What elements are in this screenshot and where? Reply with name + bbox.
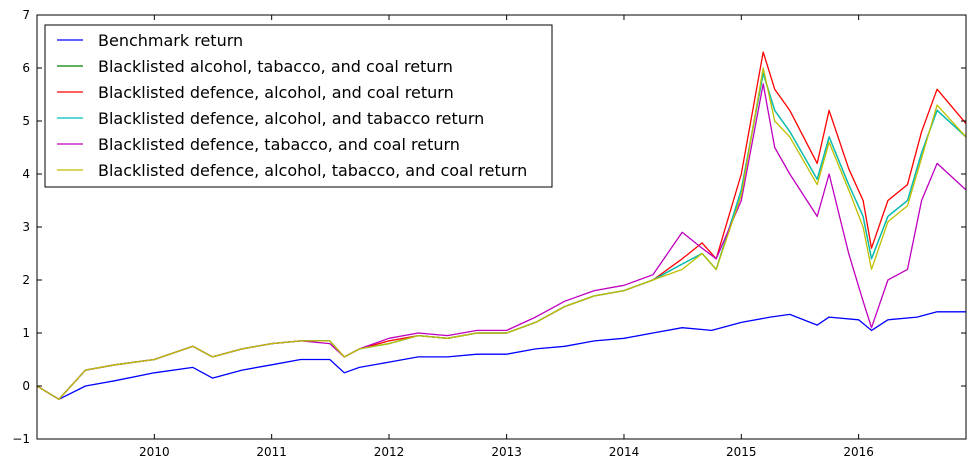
y-tick-label: 0 <box>22 379 30 393</box>
y-tick-label: 6 <box>22 61 30 75</box>
x-tick-label: 2016 <box>843 445 874 459</box>
series-layer <box>36 51 967 400</box>
ticks-layer: −1 0 1 2 3 4 5 6 7 2010 2011 2012 2013 2014 2015 2016 <box>12 8 966 459</box>
x-tick-label: 2014 <box>609 445 640 459</box>
legend: Benchmark return Blacklisted alcohol, tab… <box>44 24 553 188</box>
x-tick-label: 2010 <box>139 445 170 459</box>
y-tick-label: 7 <box>22 8 30 22</box>
legend-label-3: Blacklisted defence, alcohol, and tabacc… <box>98 109 484 128</box>
legend-label-2: Blacklisted defence, alcohol, and coal r… <box>98 83 454 102</box>
x-tick-label: 2015 <box>726 445 757 459</box>
y-tick-label: 3 <box>22 220 30 234</box>
y-tick-label: 2 <box>22 273 30 287</box>
y-tick-label: 1 <box>22 326 30 340</box>
series-line-0 <box>36 311 966 400</box>
legend-label-0: Benchmark return <box>98 31 243 50</box>
legend-label-5: Blacklisted defence, alcohol, tabacco, a… <box>98 161 527 180</box>
legend-box <box>44 24 553 188</box>
y-tick-label: 4 <box>22 167 30 181</box>
y-tick-label: 5 <box>22 114 30 128</box>
x-tick-label: 2012 <box>374 445 405 459</box>
y-tick-label: −1 <box>12 432 30 446</box>
x-tick-label: 2011 <box>256 445 287 459</box>
legend-label-1: Blacklisted alcohol, tabacco, and coal r… <box>98 57 453 76</box>
x-tick-label: 2013 <box>491 445 522 459</box>
series-line-5 <box>36 67 967 400</box>
legend-label-4: Blacklisted defence, tabacco, and coal r… <box>98 135 460 154</box>
